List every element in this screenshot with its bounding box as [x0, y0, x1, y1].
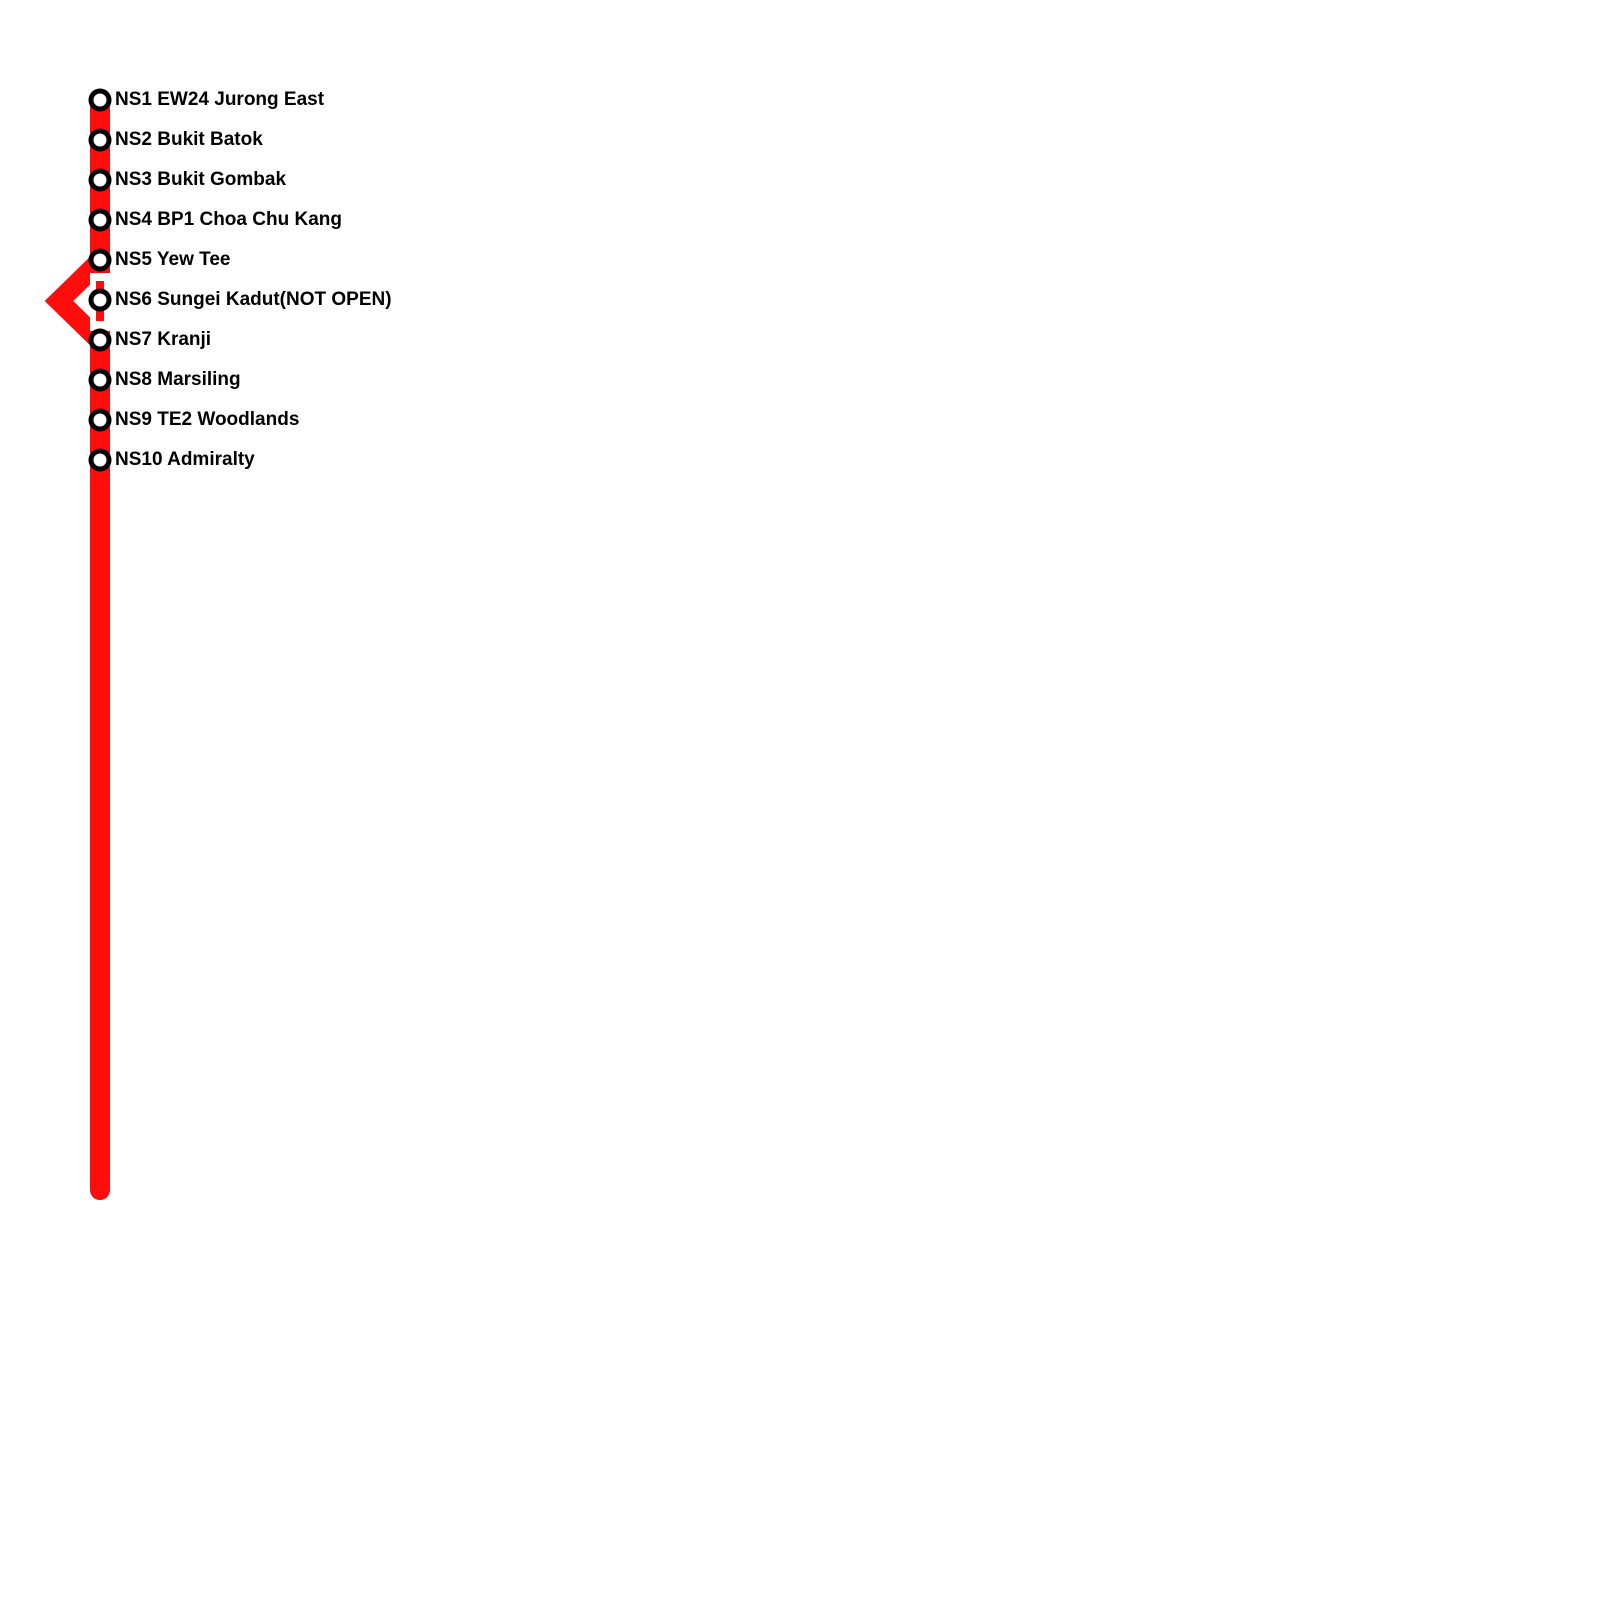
- station-marker: [88, 408, 112, 432]
- station-marker: [88, 128, 112, 152]
- station-marker: [88, 208, 112, 232]
- station-label: NS3 Bukit Gombak: [115, 169, 286, 190]
- station-label: NS10 Admiralty: [115, 449, 255, 470]
- station-marker: [88, 88, 112, 112]
- station-marker: [88, 168, 112, 192]
- bypass-line: [44, 253, 107, 349]
- station-label: NS8 Marsiling: [115, 369, 241, 390]
- station-marker: [88, 448, 112, 472]
- station-label: NS1 EW24 Jurong East: [115, 89, 325, 110]
- station-label: NS9 TE2 Woodlands: [115, 409, 299, 430]
- station-marker: [88, 288, 112, 312]
- station-label: NS5 Yew Tee: [115, 249, 230, 270]
- station-label: NS6 Sungei Kadut(NOT OPEN): [115, 289, 392, 310]
- station-label: NS2 Bukit Batok: [115, 129, 263, 150]
- station-label: NS4 BP1 Choa Chu Kang: [115, 209, 342, 230]
- station-label: NS7 Kranji: [115, 329, 211, 350]
- station-marker: [88, 368, 112, 392]
- station-marker: [88, 248, 112, 272]
- station-marker: [88, 328, 112, 352]
